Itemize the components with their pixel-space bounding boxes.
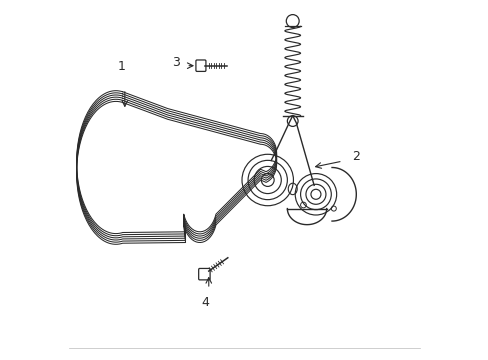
Text: 2: 2 (351, 150, 359, 163)
Text: 4: 4 (201, 296, 209, 309)
Text: 3: 3 (172, 55, 180, 69)
Text: 1: 1 (117, 60, 125, 73)
